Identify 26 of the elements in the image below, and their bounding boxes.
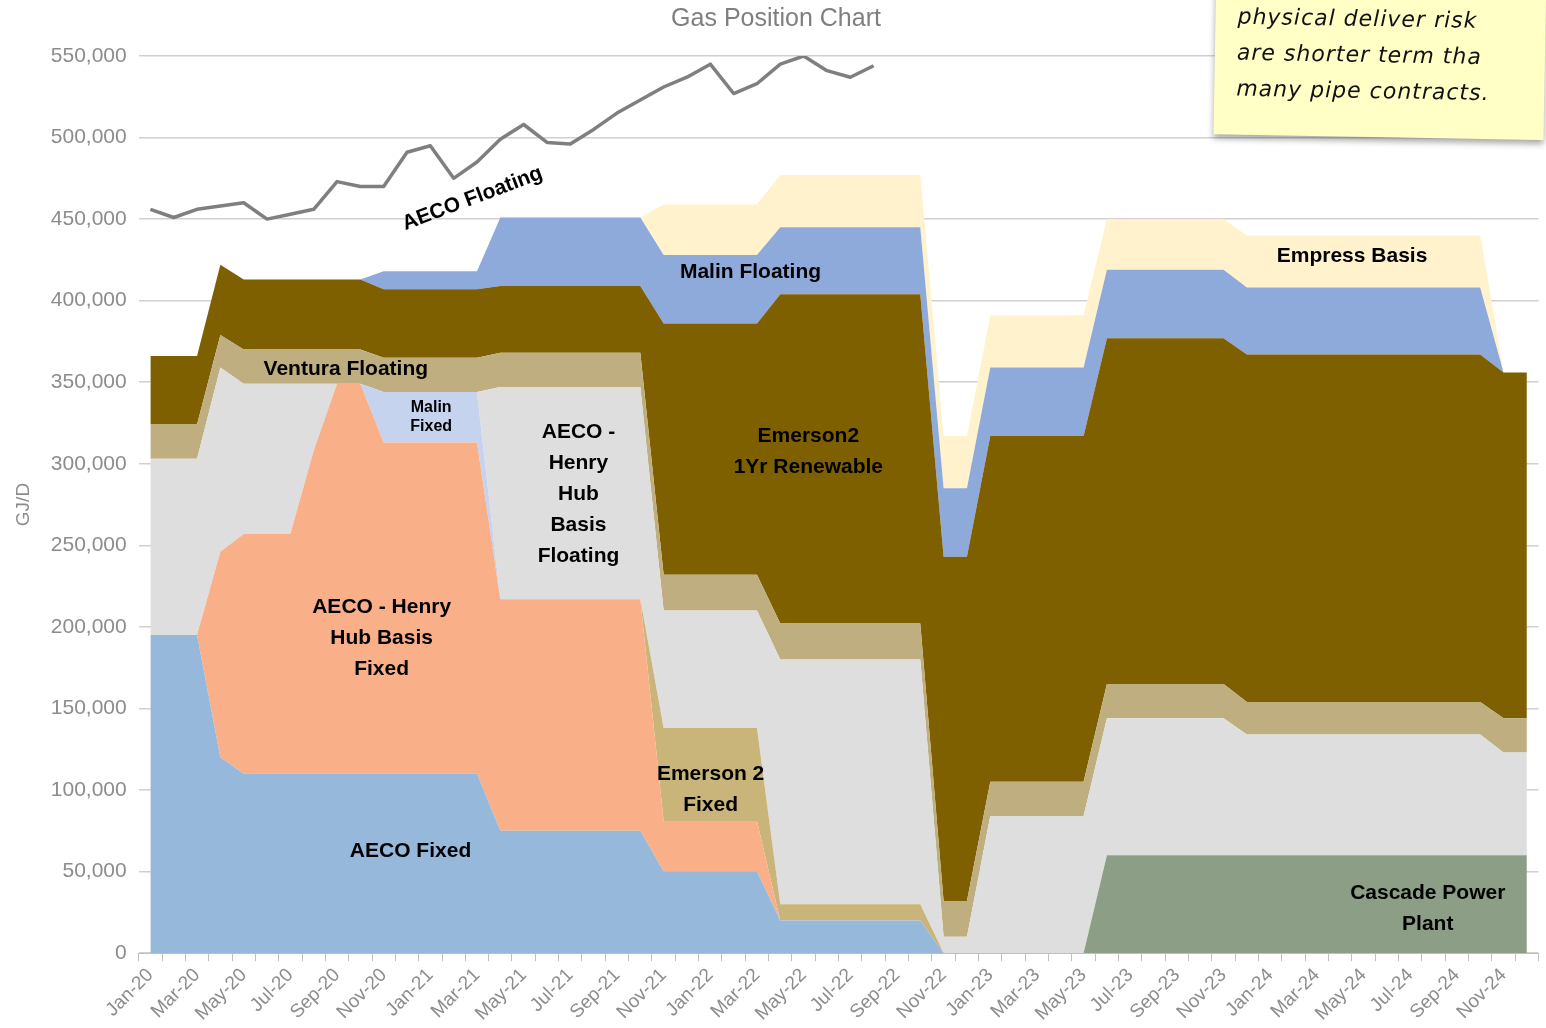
series-label: Empress Basis xyxy=(1276,242,1428,266)
series-label: Emerson2 1Yr Renewable xyxy=(733,422,884,477)
series-label: AECO - Henry Hub Basis Floating xyxy=(537,419,620,567)
y-tick-label: 450,000 xyxy=(50,205,127,229)
y-tick-label: 250,000 xyxy=(50,532,127,556)
y-tick-label: 100,000 xyxy=(50,776,127,800)
series-label: Cascade Power Plant xyxy=(1350,880,1506,935)
y-axis-title: GJ/D xyxy=(11,482,33,527)
y-tick-label: 200,000 xyxy=(50,613,127,637)
y-tick-label: 350,000 xyxy=(50,369,127,393)
series-label: Emerson 2 Fixed xyxy=(656,761,765,816)
series-label: AECO - Henry Hub Basis Fixed xyxy=(312,594,452,679)
series-label: Malin Floating xyxy=(679,258,822,282)
chart-title: Gas Position Chart xyxy=(671,2,881,31)
series-label: Malin Fixed xyxy=(410,398,453,435)
annotation: physical deliver risk are shorter term tha many pipe contracts. xyxy=(1235,2,1491,108)
y-tick-label: 0 xyxy=(115,939,127,963)
y-tick-label: 400,000 xyxy=(50,287,127,311)
y-tick-label: 500,000 xyxy=(50,124,127,148)
series-label: AECO Fixed xyxy=(349,837,472,861)
sticky-note: physical deliver risk are shorter term tha many pipe contracts. xyxy=(1213,0,1546,140)
y-tick-label: 50,000 xyxy=(62,858,127,882)
y-tick-label: 150,000 xyxy=(50,695,127,719)
y-tick-label: 550,000 xyxy=(50,42,127,66)
series-label: Ventura Floating xyxy=(263,355,429,379)
y-tick-label: 300,000 xyxy=(50,450,127,474)
